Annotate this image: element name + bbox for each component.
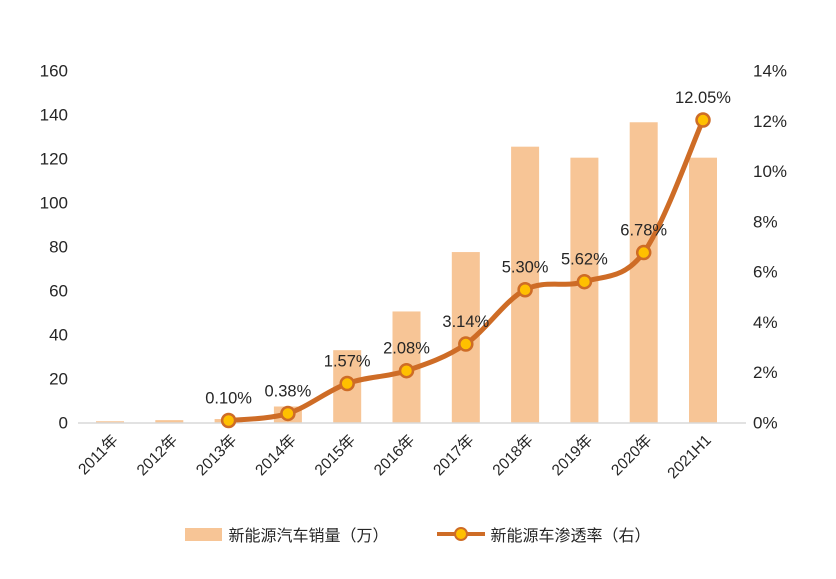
left-axis-tick-label: 160 xyxy=(40,62,68,81)
x-axis-category-label: 2014年 xyxy=(252,431,300,479)
sales-bar-2020年[interactable] xyxy=(629,122,658,423)
right-axis-tick-label: 0% xyxy=(753,414,778,433)
penetration-marker-2017年[interactable] xyxy=(458,336,474,352)
bar-series-swatch xyxy=(185,527,223,541)
penetration-point-label: 3.14% xyxy=(442,313,489,331)
penetration-point-label: 6.78% xyxy=(620,222,667,240)
right-axis-tick-label: 4% xyxy=(753,313,778,332)
left-axis-tick-label: 0 xyxy=(59,414,68,433)
penetration-marker-2018年[interactable] xyxy=(517,281,533,298)
penetration-point-label: 0.10% xyxy=(205,389,252,407)
chart-legend: 新能源汽车销量（万） 新能源车渗透率（右） xyxy=(0,522,836,546)
left-axis-tick-label: 120 xyxy=(40,150,68,169)
x-axis-category-label: 2018年 xyxy=(489,431,537,479)
right-axis-tick-label: 12% xyxy=(753,112,787,131)
left-axis-tick-label: 100 xyxy=(40,194,68,213)
legend-item-penetration[interactable]: 新能源车渗透率（右） xyxy=(436,522,651,546)
left-axis-tick-label: 40 xyxy=(49,326,68,345)
penetration-point-label: 12.05% xyxy=(675,89,731,107)
legend-label-sales: 新能源汽车销量（万） xyxy=(228,528,389,545)
penetration-point-label: 5.30% xyxy=(502,259,549,277)
penetration-marker-2015年[interactable] xyxy=(339,375,355,392)
x-axis-category-label: 2019年 xyxy=(548,431,596,479)
sales-bar-2011年[interactable] xyxy=(96,421,124,423)
line-swatch-marker-icon xyxy=(453,527,468,541)
sales-bar-2019年[interactable] xyxy=(570,157,599,423)
penetration-point-label: 0.38% xyxy=(265,382,312,400)
x-axis-category-label: 2016年 xyxy=(370,431,418,479)
penetration-marker-2016年[interactable] xyxy=(398,362,415,379)
left-axis-tick-label: 80 xyxy=(49,238,68,257)
right-axis-tick-label: 2% xyxy=(753,363,778,382)
sales-bar-2012年[interactable] xyxy=(155,420,184,423)
line-series-swatch xyxy=(436,527,485,542)
right-axis-tick-label: 6% xyxy=(753,263,778,282)
left-axis-tick-label: 20 xyxy=(49,370,68,389)
right-axis-tick-label: 8% xyxy=(753,212,778,231)
left-axis-tick-label: 60 xyxy=(49,282,68,301)
x-axis-category-label: 2012年 xyxy=(133,431,181,479)
penetration-point-label: 1.57% xyxy=(324,353,371,371)
legend-item-sales[interactable]: 新能源汽车销量（万） xyxy=(185,522,389,546)
sales-bar-2021H1[interactable] xyxy=(689,157,717,423)
right-axis-tick-label: 10% xyxy=(753,162,787,181)
nev-sales-penetration-combo-chart: 0 20 40 60 80 100 120 140 160 0% 2% 4% 6% 8% 10% 12% 14%… xyxy=(40,62,787,483)
penetration-point-label: 5.62% xyxy=(561,251,608,269)
x-axis-category-label: 2020年 xyxy=(607,431,655,479)
right-axis-tick-label: 14% xyxy=(753,62,787,81)
x-axis-category-label: 2017年 xyxy=(430,431,478,479)
x-axis-category-label: 2013年 xyxy=(192,431,240,479)
penetration-marker-2021H1[interactable] xyxy=(695,112,711,128)
penetration-marker-2020年[interactable] xyxy=(635,244,652,261)
penetration-point-label: 2.08% xyxy=(383,340,430,358)
penetration-marker-2013年[interactable] xyxy=(220,412,237,429)
legend-label-penetration: 新能源车渗透率（右） xyxy=(490,528,651,545)
penetration-marker-2019年[interactable] xyxy=(576,273,593,290)
x-axis-category-label: 2021H1 xyxy=(664,432,714,482)
x-axis-category-label: 2011年 xyxy=(75,431,122,478)
penetration-marker-2014年[interactable] xyxy=(280,405,296,422)
left-axis-tick-label: 140 xyxy=(40,106,68,125)
x-axis-category-label: 2015年 xyxy=(311,431,359,479)
